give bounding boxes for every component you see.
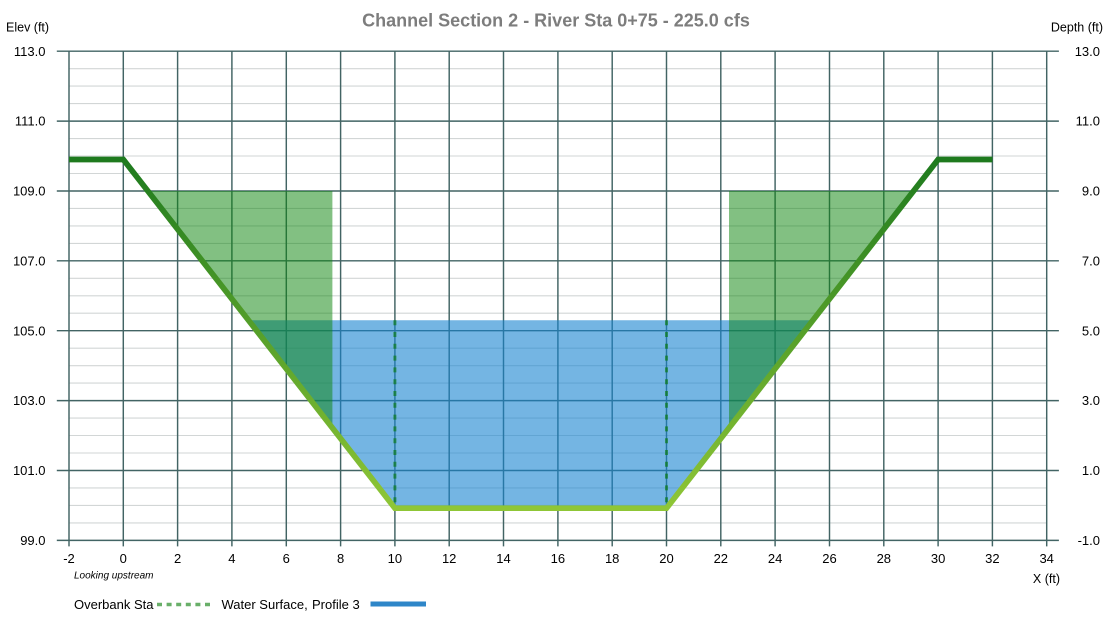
- svg-text:2: 2: [174, 551, 181, 566]
- svg-text:X (ft): X (ft): [1033, 572, 1060, 586]
- svg-text:Water Surface,: Water Surface,: [222, 597, 308, 612]
- svg-text:24: 24: [768, 551, 782, 566]
- svg-text:1.0: 1.0: [1082, 463, 1100, 478]
- svg-text:32: 32: [985, 551, 999, 566]
- svg-text:Overbank Sta: Overbank Sta: [74, 597, 154, 612]
- svg-text:105.0: 105.0: [13, 323, 46, 338]
- svg-text:107.0: 107.0: [13, 253, 46, 268]
- svg-text:Elev (ft): Elev (ft): [6, 21, 49, 35]
- svg-text:16: 16: [551, 551, 565, 566]
- svg-text:4: 4: [228, 551, 235, 566]
- svg-text:Profile 3: Profile 3: [312, 597, 360, 612]
- svg-text:20: 20: [659, 551, 673, 566]
- svg-text:103.0: 103.0: [13, 393, 46, 408]
- svg-text:9.0: 9.0: [1082, 184, 1100, 199]
- svg-text:3.0: 3.0: [1082, 393, 1100, 408]
- svg-text:101.0: 101.0: [13, 463, 46, 478]
- svg-text:Channel Section 2 - River Sta: Channel Section 2 - River Sta 0+75 - 225…: [362, 11, 750, 31]
- svg-text:8: 8: [337, 551, 344, 566]
- svg-text:111.0: 111.0: [15, 114, 46, 129]
- svg-text:0: 0: [120, 551, 127, 566]
- svg-text:5.0: 5.0: [1082, 323, 1100, 338]
- svg-text:12: 12: [442, 551, 456, 566]
- svg-text:10: 10: [388, 551, 402, 566]
- svg-text:-1.0: -1.0: [1078, 533, 1100, 548]
- svg-text:6: 6: [283, 551, 290, 566]
- svg-text:34: 34: [1039, 551, 1053, 566]
- svg-text:99.0: 99.0: [20, 533, 45, 548]
- svg-text:Looking upstream: Looking upstream: [74, 571, 154, 582]
- svg-text:113.0: 113.0: [14, 44, 46, 59]
- svg-text:22: 22: [714, 551, 728, 566]
- svg-text:-2: -2: [63, 551, 75, 566]
- svg-text:14: 14: [496, 551, 510, 566]
- svg-text:13.0: 13.0: [1075, 44, 1100, 59]
- svg-text:109.0: 109.0: [13, 184, 46, 199]
- svg-text:26: 26: [822, 551, 836, 566]
- svg-text:Depth (ft): Depth (ft): [1051, 21, 1103, 35]
- svg-text:11.0: 11.0: [1076, 114, 1100, 129]
- svg-text:18: 18: [605, 551, 619, 566]
- svg-text:7.0: 7.0: [1082, 253, 1100, 268]
- svg-text:28: 28: [877, 551, 891, 566]
- svg-text:30: 30: [931, 551, 945, 566]
